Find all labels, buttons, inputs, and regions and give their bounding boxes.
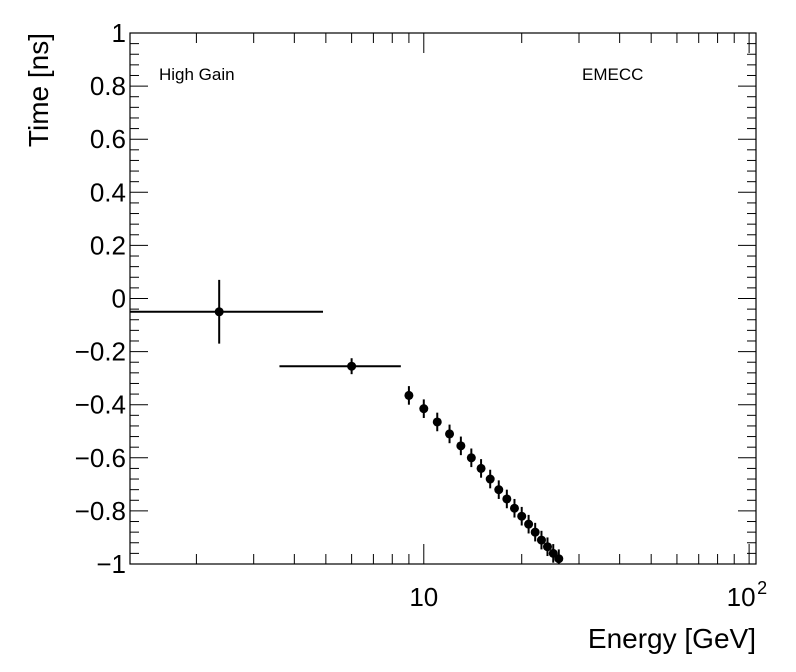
data-point (502, 489, 512, 509)
y-tick-label: −0.6 (75, 443, 126, 473)
x-tick-label: 10 (727, 582, 756, 612)
y-tick-label: −0.4 (75, 390, 126, 420)
x-tick-label-exponent: 2 (757, 578, 767, 598)
data-point (524, 514, 534, 534)
data-point (456, 436, 466, 456)
annotation-right: EMECC (582, 65, 643, 84)
data-marker (524, 519, 534, 529)
x-tick-label: 10 (409, 582, 438, 612)
data-point (530, 522, 540, 542)
data-marker (432, 417, 442, 427)
y-tick-label: 1 (112, 18, 126, 48)
data-point (536, 530, 546, 550)
data-marker (536, 535, 546, 545)
data-marker (530, 527, 540, 537)
data-marker (445, 429, 455, 439)
data-point (542, 537, 552, 557)
data-point (554, 549, 564, 564)
data-point (517, 506, 527, 526)
y-tick-label: 0.6 (90, 124, 126, 154)
y-tick-label: 0 (112, 284, 126, 314)
y-tick-label: −1 (96, 549, 126, 579)
y-tick-label: 0.8 (90, 71, 126, 101)
data-point (476, 459, 486, 478)
data-marker (214, 307, 224, 317)
data-marker (476, 463, 486, 473)
y-axis-title: Time [ns] (23, 33, 54, 147)
data-marker (456, 441, 466, 451)
data-marker (419, 404, 429, 414)
y-tick-label: 0.4 (90, 177, 126, 207)
y-tick-label: 0.2 (90, 230, 126, 260)
tick-labels: 10.80.60.40.20−0.2−0.4−0.6−0.8−110 10 2 (75, 18, 767, 612)
data-point (130, 279, 324, 344)
x-axis-title: Energy [GeV] (588, 623, 756, 654)
data-point (404, 386, 414, 405)
data-point (494, 480, 504, 499)
data-marker (517, 511, 527, 521)
data-marker (347, 361, 357, 371)
data-point (432, 412, 442, 432)
data-point (279, 358, 401, 375)
y-tick-label: −0.8 (75, 496, 126, 526)
data-marker (502, 494, 512, 504)
data-marker (485, 474, 495, 484)
data-point (445, 424, 455, 444)
data-point (509, 498, 519, 518)
y-tick-label: −0.2 (75, 337, 126, 367)
data-series (130, 279, 564, 564)
data-marker (466, 453, 476, 463)
data-marker (554, 554, 564, 564)
data-marker (542, 542, 552, 552)
data-marker (494, 485, 504, 495)
data-marker (509, 503, 519, 513)
data-point (485, 469, 495, 489)
data-point (419, 399, 429, 418)
axis-ticks (130, 32, 756, 565)
data-point (466, 448, 476, 468)
data-marker (404, 390, 414, 400)
annotation-left: High Gain (159, 65, 235, 84)
